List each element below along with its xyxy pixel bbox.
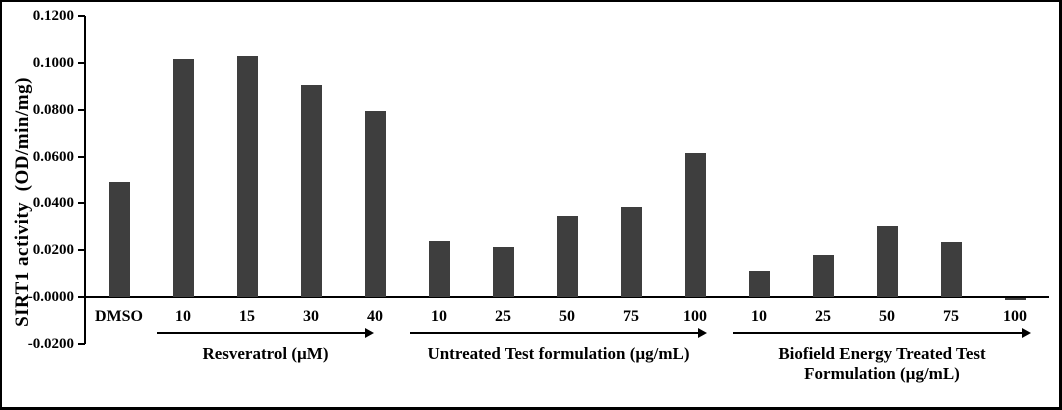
category-label: DMSO [95, 308, 143, 325]
category-label: 75 [623, 308, 639, 325]
category-label: 25 [815, 308, 831, 325]
category-label: 30 [303, 308, 319, 325]
category-label: 40 [367, 308, 383, 325]
y-tick-mark [78, 61, 85, 64]
category-label: 50 [559, 308, 575, 325]
group-label: Formulation (µg/mL) [804, 364, 960, 383]
group-label: Biofield Energy Treated Test [778, 344, 986, 363]
bar-10 [172, 59, 194, 297]
y-tick-label: 0.1000 [32, 54, 74, 71]
y-tick-label: -0.0200 [27, 335, 74, 352]
bar-100 [1004, 298, 1026, 301]
y-tick-mark [78, 342, 85, 345]
bar-15 [236, 55, 258, 297]
bar-40 [364, 110, 386, 297]
group-arrow-line [157, 332, 367, 334]
y-tick-mark [78, 249, 85, 252]
y-tick-mark [78, 15, 85, 17]
y-tick-label: -0.0000 [27, 289, 74, 305]
y-axis-line [84, 16, 86, 344]
y-tick-label: 0.0800 [32, 101, 74, 118]
group-arrow-line [733, 332, 1024, 334]
bar-10 [748, 270, 770, 297]
category-label: 10 [751, 308, 767, 325]
bar-75 [940, 241, 962, 297]
x-axis-line [85, 296, 1049, 298]
y-tick-label: 0.0200 [32, 242, 74, 259]
group-arrow-line [410, 332, 700, 334]
category-label: 50 [879, 308, 895, 325]
bar-25 [812, 254, 834, 297]
bar-DMSO [108, 182, 130, 297]
bar-50 [556, 216, 578, 297]
category-label: 15 [239, 308, 255, 325]
y-tick-mark [78, 155, 85, 158]
group-label: Untreated Test formulation (µg/mL) [427, 344, 690, 363]
category-label: 10 [175, 308, 191, 325]
category-label: 100 [1003, 308, 1027, 325]
group-label: Resveratrol (µM) [202, 344, 329, 363]
y-tick-label: 0.1200 [32, 8, 74, 24]
bar-25 [492, 246, 514, 297]
bar-50 [876, 225, 898, 297]
category-label: 100 [683, 308, 707, 325]
y-tick-mark [78, 202, 85, 205]
category-label: 25 [495, 308, 511, 325]
bar-100 [684, 153, 706, 297]
bar-75 [620, 206, 642, 297]
group-arrow-head [365, 328, 374, 338]
y-tick-label: 0.0400 [32, 195, 74, 212]
bar-10 [428, 240, 450, 297]
y-tick-label: 0.0600 [32, 148, 74, 165]
bar-30 [300, 85, 322, 297]
group-arrow-head [1022, 328, 1031, 338]
y-tick-mark [78, 296, 85, 298]
category-label: 10 [431, 308, 447, 325]
y-tick-mark [78, 108, 85, 111]
category-label: 75 [943, 308, 959, 325]
group-arrow-head [698, 328, 707, 338]
